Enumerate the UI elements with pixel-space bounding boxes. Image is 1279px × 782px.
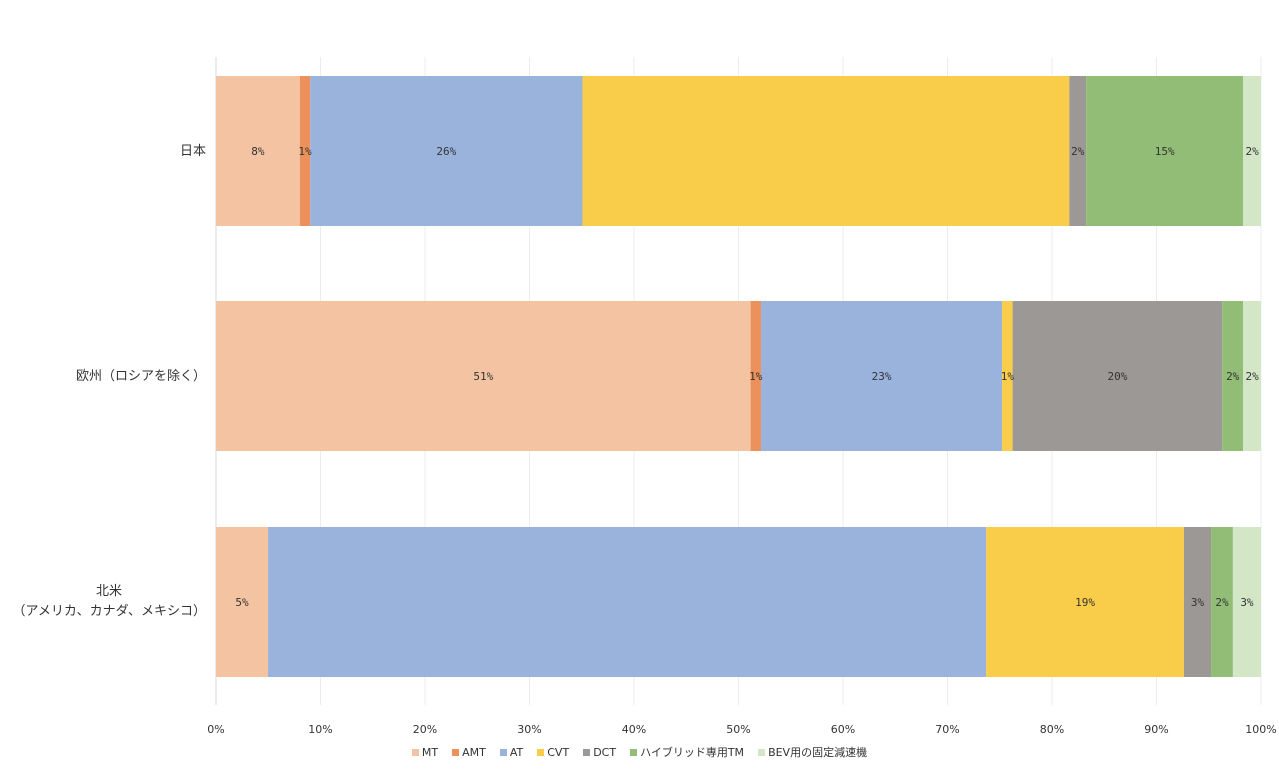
legend-label: AT <box>509 745 524 759</box>
x-tick-label: 20% <box>412 723 438 736</box>
bars <box>216 76 1261 677</box>
data-label: 8% <box>251 145 265 158</box>
bar-segment <box>268 527 987 677</box>
legend-swatch <box>583 748 591 756</box>
data-label: 26% <box>436 145 456 158</box>
data-label: 20% <box>1107 370 1127 383</box>
data-label: 2% <box>1245 145 1259 158</box>
data-label: 2% <box>1215 596 1229 609</box>
bar-segment <box>1183 527 1212 677</box>
category-label-north-america: 北米 （アメリカ、カナダ、メキシコ） <box>0 582 206 622</box>
data-label: 3% <box>1191 596 1205 609</box>
bar-segment <box>582 76 1070 226</box>
data-label: 2% <box>1071 145 1085 158</box>
data-label: 51% <box>473 370 493 383</box>
legend-label: ハイブリッド専用TM <box>640 746 745 759</box>
legend-swatch <box>537 748 545 756</box>
bar-segment <box>761 301 1003 451</box>
bar-segment <box>1232 527 1261 677</box>
bar-segment <box>1069 76 1087 226</box>
legend-swatch <box>758 748 766 756</box>
x-tick-label: 80% <box>1039 723 1065 736</box>
bar-segment <box>310 76 583 226</box>
bar-segment <box>216 527 269 677</box>
bar-segment <box>986 527 1184 677</box>
legend-item: AT <box>499 744 524 760</box>
legend-item: BEV用の固定減速機 <box>758 744 867 760</box>
bar-segment <box>1086 76 1244 226</box>
legend-label: AMT <box>462 745 486 759</box>
legend-swatch <box>630 748 638 756</box>
data-label: 2% <box>1226 370 1240 383</box>
legend-item: MT <box>411 744 439 760</box>
bar-segment <box>216 301 751 451</box>
data-label: 15% <box>1155 145 1175 158</box>
category-label-japan: 日本 <box>0 142 206 162</box>
data-label: 1% <box>749 370 763 383</box>
bar-segment <box>1222 301 1244 451</box>
category-label-text: 日本 <box>179 144 206 159</box>
legend: MT AMT AT CVT DCT ハイブリッド専用TM BEV用の固定減速機 <box>0 744 1279 760</box>
legend-label: MT <box>421 745 439 759</box>
x-tick-label: 10% <box>308 723 333 736</box>
data-label: 2% <box>1245 370 1259 383</box>
x-tick-label: 100% <box>1245 723 1277 736</box>
bar-segment <box>1002 301 1013 451</box>
legend-item: AMT <box>452 744 486 760</box>
category-label-europe: 欧州（ロシアを除く） <box>0 367 206 387</box>
bar-segment <box>750 301 762 451</box>
bar-segment <box>1243 76 1261 226</box>
legend-swatch <box>452 748 460 756</box>
data-label: 1% <box>298 145 312 158</box>
bar-segment <box>1211 527 1233 677</box>
legend-swatch <box>411 748 419 756</box>
bar-segment <box>216 76 300 226</box>
legend-item: DCT <box>583 744 616 760</box>
bar-segment <box>1012 301 1223 451</box>
legend-label: BEV用の固定減速機 <box>768 746 868 759</box>
legend-label: CVT <box>547 745 570 759</box>
data-label: 5% <box>235 596 249 609</box>
category-label-text: 欧州（ロシアを除く） <box>75 369 206 384</box>
legend-swatch <box>499 748 507 756</box>
data-label: 3% <box>1240 596 1254 609</box>
x-tick-label: 0% <box>207 723 225 736</box>
category-label-text: 北米 <box>95 584 122 599</box>
legend-item: ハイブリッド専用TM <box>630 744 744 760</box>
data-label: 23% <box>872 370 892 383</box>
x-tick-label: 40% <box>621 723 647 736</box>
data-label: 1% <box>1001 370 1015 383</box>
bar-segment <box>1243 301 1261 451</box>
data-label: 19% <box>1075 596 1095 609</box>
data-labels: 8% 1% 26% 2% 15% 2% 51% 1% 23% 1% 20% 2% 2% 5% 19% 3% 2%… <box>235 145 1259 609</box>
bar-segment <box>299 76 311 226</box>
x-tick-label: 70% <box>935 723 960 736</box>
x-tick-label: 60% <box>830 723 856 736</box>
legend-item: CVT <box>537 744 569 760</box>
x-tick-label: 50% <box>726 723 751 736</box>
category-label-subtext: （アメリカ、カナダ、メキシコ） <box>12 604 206 619</box>
legend-label: DCT <box>593 745 617 759</box>
x-tick-label: 30% <box>517 723 542 736</box>
x-tick-label: 90% <box>1144 723 1169 736</box>
